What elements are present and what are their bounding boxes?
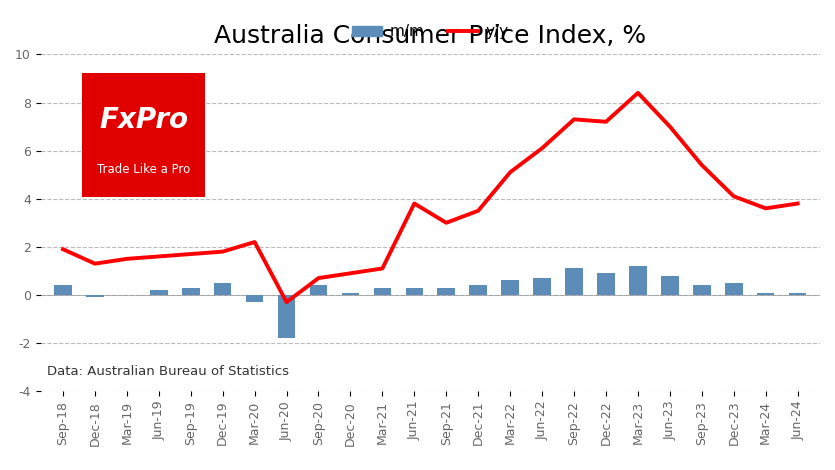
Bar bbox=[278, 295, 296, 338]
Bar bbox=[693, 285, 711, 295]
Text: FxPro: FxPro bbox=[99, 106, 188, 134]
Bar bbox=[565, 268, 583, 295]
Text: Trade Like a Pro: Trade Like a Pro bbox=[97, 164, 190, 177]
Bar bbox=[661, 276, 679, 295]
Bar bbox=[597, 273, 615, 295]
Bar bbox=[182, 288, 200, 295]
Bar bbox=[534, 278, 551, 295]
Bar bbox=[373, 288, 391, 295]
Bar bbox=[86, 295, 104, 298]
Bar bbox=[469, 285, 487, 295]
Bar bbox=[725, 283, 742, 295]
Bar bbox=[342, 292, 359, 295]
Bar bbox=[438, 288, 455, 295]
Bar bbox=[789, 292, 807, 295]
Bar bbox=[501, 281, 519, 295]
Bar bbox=[629, 266, 647, 295]
Text: Data: Australian Bureau of Statistics: Data: Australian Bureau of Statistics bbox=[47, 365, 289, 378]
Bar bbox=[214, 283, 231, 295]
Bar bbox=[245, 295, 263, 302]
Title: Australia Consumer Price Index, %: Australia Consumer Price Index, % bbox=[215, 24, 646, 48]
Bar bbox=[150, 290, 168, 295]
Bar bbox=[406, 288, 423, 295]
Bar bbox=[757, 292, 775, 295]
Bar bbox=[54, 285, 72, 295]
Legend: m/m, y/y: m/m, y/y bbox=[346, 18, 515, 46]
Bar bbox=[310, 285, 327, 295]
